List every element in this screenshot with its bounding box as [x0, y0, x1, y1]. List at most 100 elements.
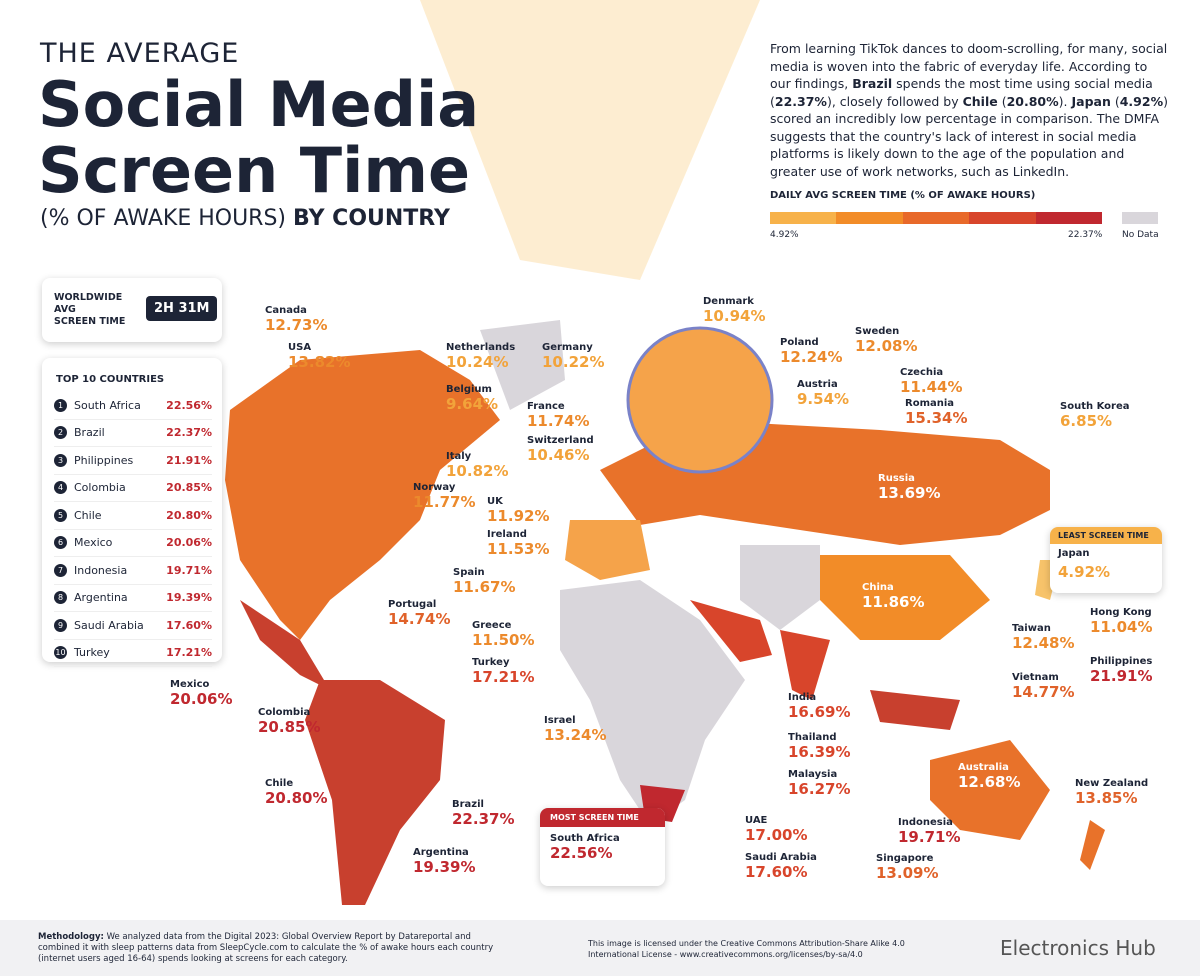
country-value: 22.56%	[166, 398, 212, 412]
country-name: Spain	[453, 567, 485, 578]
worldwide-line: SCREEN TIME	[54, 316, 126, 327]
light-beam	[420, 0, 760, 280]
country-name: Chile	[265, 778, 294, 789]
top10-title: TOP 10 COUNTRIES	[56, 374, 165, 385]
country-value: 20.85%	[258, 718, 321, 736]
map-label: Switzerland 10.46%	[527, 435, 594, 464]
country-value: 17.21%	[472, 668, 535, 686]
country-name: USA	[288, 342, 312, 353]
intro-segment: 22.37%	[774, 93, 827, 109]
land	[820, 555, 990, 640]
legend-swatch	[836, 212, 903, 224]
map-label: Germany 10.22%	[542, 342, 604, 371]
least-card: LEAST SCREEN TIME Japan 4.92%	[1050, 527, 1162, 593]
map-label: Canada 12.73%	[265, 305, 327, 334]
country-name: India	[788, 692, 817, 703]
country-value: 19.71%	[166, 563, 212, 577]
map-label: Turkey 17.21%	[472, 657, 534, 686]
country-name: Denmark	[703, 296, 754, 307]
intro-segment: Brazil	[852, 76, 893, 91]
worldwide-value: 2H 31M	[146, 296, 218, 321]
country-name: Mexico	[170, 679, 210, 690]
country-name: Australia	[958, 762, 1009, 773]
country-name: Norway	[413, 482, 456, 493]
least-title: LEAST SCREEN TIME	[1050, 527, 1162, 544]
country-value: 10.94%	[703, 307, 766, 325]
legend-no-data: No Data	[1122, 230, 1159, 240]
map-label: Malaysia 16.27%	[788, 769, 850, 798]
map-label: Sweden 12.08%	[855, 326, 917, 355]
country-value: 11.86%	[862, 593, 925, 611]
country-value: 19.39%	[166, 591, 212, 605]
country-name: Germany	[542, 342, 593, 353]
map-label: China 11.86%	[862, 582, 924, 611]
country-name: Greece	[472, 620, 512, 631]
map-label: South Korea 6.85%	[1060, 401, 1129, 430]
country-value: 13.69%	[878, 484, 941, 502]
land	[690, 600, 772, 662]
rank-badge: 1	[54, 398, 67, 412]
top10-row: 1 South Africa 22.56%	[54, 392, 212, 420]
country-value: 22.37%	[452, 810, 515, 828]
map-label: Indonesia 19.71%	[898, 817, 960, 846]
country-value: 12.68%	[958, 773, 1021, 791]
country-name: Philippines	[74, 453, 134, 467]
country-name: Hong Kong	[1090, 607, 1152, 618]
map-label: Romania 15.34%	[905, 398, 967, 427]
methodology-label: Methodology:	[38, 932, 104, 942]
license: This image is licensed under the Creativ…	[588, 939, 905, 959]
country-name: New Zealand	[1075, 778, 1149, 789]
map-label: Denmark 10.94%	[703, 296, 765, 325]
land	[870, 690, 960, 730]
rank-badge: 3	[54, 453, 67, 467]
top10-row: 10 Turkey 17.21%	[54, 640, 212, 667]
country-value: 11.53%	[487, 540, 550, 558]
country-value: 16.69%	[788, 703, 851, 721]
map-label: Greece 11.50%	[472, 620, 534, 649]
country-name: Argentina	[413, 847, 469, 858]
legend-swatch	[902, 212, 970, 224]
country-name: Turkey	[74, 646, 110, 660]
country-name: South Korea	[1060, 401, 1130, 412]
worldwide-card: WORLDWIDE AVG SCREEN TIME 2H 31M	[42, 278, 222, 342]
intro-segment: From learning TikTok dances to doom-scro…	[770, 41, 1168, 91]
map-label: Thailand 16.39%	[788, 732, 850, 761]
country-value: 13.09%	[876, 864, 939, 882]
land	[560, 580, 745, 825]
country-name: Vietnam	[1012, 672, 1059, 683]
country-value: 16.39%	[788, 743, 851, 761]
map-label: Mexico 20.06%	[170, 679, 232, 708]
legend-max: 22.37%	[1068, 230, 1103, 240]
country-value: 10.82%	[446, 462, 509, 480]
country-name: UK	[487, 496, 503, 507]
top10-row: 4 Colombia 20.85%	[54, 475, 212, 502]
country-name: Canada	[265, 305, 307, 316]
country-name: Poland	[780, 337, 819, 348]
country-value: 21.91%	[166, 453, 212, 467]
country-value: 11.67%	[453, 578, 516, 596]
country-name: Philippines	[1090, 656, 1153, 667]
country-name: Portugal	[388, 599, 437, 610]
map-label: Chile 20.80%	[265, 778, 327, 807]
country-name: Argentina	[74, 591, 128, 605]
land	[480, 320, 565, 410]
country-value: 20.80%	[166, 508, 212, 522]
map-label: Spain 11.67%	[453, 567, 515, 596]
country-value: 20.06%	[170, 690, 233, 708]
legend-swatch	[969, 212, 1036, 224]
legend-title: DAILY AVG SCREEN TIME (% OF AWAKE HOURS)	[770, 190, 1036, 201]
most-card: MOST SCREEN TIME South Africa 22.56%	[540, 808, 665, 886]
worldwide-line: WORLDWIDE	[54, 292, 123, 303]
country-name: Israel	[544, 715, 576, 726]
rank-badge: 8	[54, 591, 67, 605]
country-name: Taiwan	[1012, 623, 1051, 634]
map-label: Brazil 22.37%	[452, 799, 514, 828]
rank-badge: 4	[54, 481, 67, 495]
land	[225, 350, 500, 640]
map-label: UAE 17.00%	[745, 815, 807, 844]
intro-segment: Chile	[962, 93, 998, 109]
title-line: Social Media	[38, 68, 480, 141]
map-label: Israel 13.24%	[544, 715, 606, 744]
country-name: Saudi Arabia	[74, 618, 144, 632]
subtitle: (% OF AWAKE HOURS) BY COUNTRY	[40, 206, 450, 231]
